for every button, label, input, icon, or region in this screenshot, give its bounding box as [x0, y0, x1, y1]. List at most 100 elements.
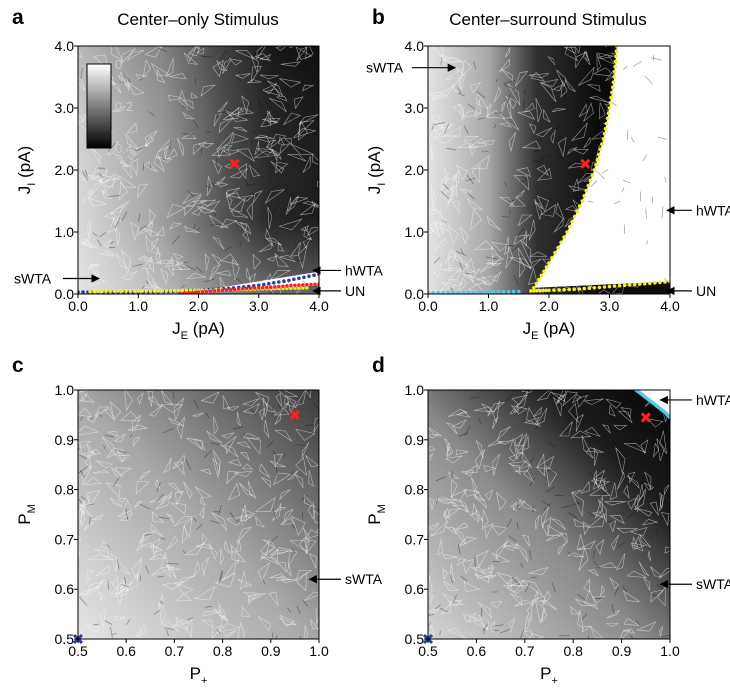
mesh-triangle: [647, 551, 651, 562]
mesh-triangle: [528, 219, 536, 241]
mesh-triangle: [461, 266, 475, 282]
boundary-point: [196, 290, 201, 294]
region-label-hwta: hWTA: [345, 262, 384, 278]
mesh-triangle: [606, 109, 626, 120]
mesh-triangle: [589, 206, 595, 223]
mesh-triangle: [295, 569, 313, 580]
mesh-triangle: [187, 46, 197, 63]
boundary-point: [269, 285, 273, 290]
mesh-edge: [216, 629, 221, 634]
mesh-triangle: [455, 449, 469, 456]
mesh-edge: [621, 187, 625, 193]
mesh-triangle: [647, 199, 670, 208]
boundary-point: [606, 111, 611, 115]
mesh-triangle: [567, 162, 590, 169]
y-tick-label: 2.0: [405, 162, 425, 178]
x-tick-label: 0.6: [116, 643, 136, 659]
mesh-triangle: [79, 503, 93, 517]
boundary-point: [265, 285, 269, 290]
x-axis-label: JE (pA): [172, 319, 225, 342]
mesh-triangle: [448, 267, 463, 281]
boundary-point: [287, 278, 291, 283]
mesh-triangle: [277, 241, 285, 252]
boundary-point: [553, 250, 557, 255]
mesh-triangle: [261, 477, 271, 488]
mesh-triangle: [152, 538, 161, 558]
mesh-edge: [520, 562, 524, 568]
panel-a-title: Center–only Stimulus: [117, 10, 279, 29]
mesh-edge: [306, 167, 309, 172]
mesh-triangle: [108, 215, 118, 233]
mesh-triangle: [656, 244, 668, 264]
boundary-point: [124, 289, 128, 293]
mesh-triangle: [200, 468, 212, 475]
mesh-edge: [194, 78, 197, 85]
x-tick-label: 4.0: [660, 298, 680, 314]
mesh-triangle: [265, 238, 282, 246]
boundary-point: [431, 291, 435, 294]
mesh-triangle: [78, 440, 92, 448]
mesh-triangle: [78, 443, 82, 457]
mesh-triangle: [279, 489, 291, 501]
boundary-point: [587, 286, 592, 291]
mesh-triangle: [567, 552, 585, 558]
mesh-triangle: [294, 96, 304, 110]
mesh-triangle: [449, 249, 464, 263]
mesh-texture: [428, 390, 670, 639]
mesh-triangle: [638, 483, 644, 502]
mesh-triangle: [444, 167, 448, 181]
mesh-triangle: [485, 253, 505, 265]
mesh-triangle: [597, 52, 614, 60]
boundary-point: [588, 178, 593, 183]
mesh-edge: [236, 520, 245, 524]
mesh-triangle: [151, 566, 174, 576]
mesh-triangle: [243, 591, 267, 600]
mesh-triangle: [483, 110, 506, 119]
mesh-edge: [611, 439, 620, 448]
mesh-triangle: [194, 486, 212, 499]
mesh-triangle: [581, 435, 594, 459]
mesh-triangle: [237, 622, 245, 639]
mesh-triangle: [456, 66, 466, 90]
mesh-triangle: [144, 46, 162, 58]
mesh-triangle: [78, 113, 91, 123]
x-axis-label: JE (pA): [523, 319, 576, 342]
mesh-triangle: [608, 137, 627, 144]
mesh-edge: [219, 50, 228, 60]
mesh-triangle: [136, 630, 142, 639]
mesh-triangle: [511, 394, 529, 406]
mesh-triangle: [509, 437, 518, 460]
mesh-triangle: [265, 227, 274, 247]
mesh-triangle: [428, 608, 440, 613]
mesh-triangle: [137, 392, 144, 405]
mesh-edge: [457, 92, 465, 97]
mesh-triangle: [496, 491, 507, 511]
mesh-edge: [523, 89, 526, 95]
boundary-point: [120, 289, 124, 293]
mesh-triangle: [445, 66, 464, 80]
boundary-point: [180, 288, 185, 293]
mesh-triangle: [649, 501, 659, 516]
mesh-triangle: [84, 476, 102, 486]
mesh-triangle: [657, 586, 666, 607]
mesh-triangle: [222, 58, 233, 74]
mesh-triangle: [437, 539, 443, 556]
boundary-point: [181, 291, 186, 294]
mesh-edge: [88, 516, 91, 526]
boundary-point: [613, 59, 618, 64]
mesh-edge: [98, 172, 104, 178]
mesh-triangle: [572, 178, 580, 192]
mesh-triangle: [492, 400, 500, 424]
mesh-edge: [257, 97, 262, 109]
mesh-triangle: [440, 173, 458, 185]
mesh-triangle: [659, 492, 665, 509]
mesh-edge: [109, 240, 115, 245]
mesh-triangle: [616, 471, 625, 491]
mesh-triangle: [497, 440, 513, 445]
mesh-triangle: [125, 572, 139, 593]
mesh-triangle: [100, 252, 114, 257]
mesh-triangle: [577, 609, 584, 629]
mesh-triangle: [543, 109, 551, 123]
mesh-edge: [79, 596, 88, 607]
mesh-triangle: [78, 551, 80, 560]
